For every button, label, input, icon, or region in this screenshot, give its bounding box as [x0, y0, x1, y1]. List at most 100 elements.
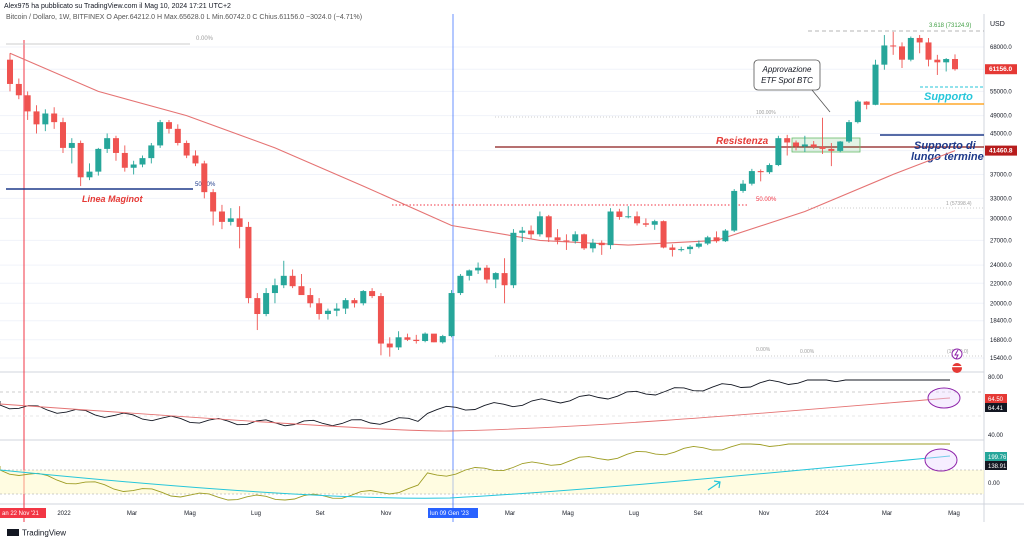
candle[interactable] — [943, 58, 950, 72]
candle[interactable] — [280, 260, 287, 289]
candle[interactable] — [413, 334, 420, 344]
candle[interactable] — [572, 231, 579, 244]
candle[interactable] — [589, 238, 596, 253]
candle[interactable] — [607, 208, 614, 250]
candle[interactable] — [316, 298, 323, 320]
candle[interactable] — [360, 290, 367, 306]
candle[interactable] — [775, 135, 782, 167]
candle[interactable] — [439, 334, 446, 344]
candle[interactable] — [324, 308, 331, 320]
candle[interactable] — [245, 221, 252, 304]
candle[interactable] — [298, 274, 305, 296]
candle[interactable] — [24, 91, 31, 120]
candle[interactable] — [95, 147, 102, 176]
tradingview-brand[interactable]: TradingView — [7, 528, 66, 537]
candle[interactable] — [669, 244, 676, 257]
candle[interactable] — [139, 155, 146, 168]
candle[interactable] — [483, 265, 490, 284]
candle[interactable] — [466, 269, 473, 281]
candle[interactable] — [713, 231, 720, 243]
candle[interactable] — [810, 141, 817, 149]
candle[interactable] — [236, 206, 243, 249]
candle[interactable] — [254, 293, 261, 331]
candle[interactable] — [475, 262, 482, 275]
candle[interactable] — [59, 117, 66, 153]
candle[interactable] — [554, 229, 561, 245]
candle[interactable] — [651, 219, 658, 230]
candle[interactable] — [837, 141, 844, 153]
candle[interactable] — [351, 298, 358, 308]
lightning-icon[interactable] — [951, 348, 963, 360]
candle[interactable] — [890, 31, 897, 55]
candle[interactable] — [642, 218, 649, 227]
candle[interactable] — [660, 220, 667, 249]
candle[interactable] — [86, 163, 93, 181]
candle[interactable] — [784, 134, 791, 156]
candle[interactable] — [422, 332, 429, 343]
candle[interactable] — [33, 105, 40, 134]
candle[interactable] — [616, 208, 623, 220]
candle[interactable] — [731, 189, 738, 233]
candle[interactable] — [430, 333, 437, 343]
candle[interactable] — [404, 333, 411, 342]
candle[interactable] — [192, 150, 199, 167]
candle[interactable] — [51, 107, 58, 129]
candle[interactable] — [227, 208, 234, 226]
candle[interactable] — [598, 240, 605, 255]
candle[interactable] — [492, 272, 499, 289]
candle[interactable] — [510, 229, 517, 289]
candle[interactable] — [846, 119, 853, 143]
candle[interactable] — [916, 35, 923, 54]
candle[interactable] — [907, 36, 914, 62]
candle[interactable] — [6, 53, 14, 92]
candle[interactable] — [678, 246, 685, 252]
candle[interactable] — [263, 288, 270, 317]
candle[interactable] — [828, 142, 835, 167]
candle[interactable] — [687, 245, 694, 255]
candle[interactable] — [766, 163, 773, 174]
candle[interactable] — [925, 37, 932, 67]
candle[interactable] — [289, 269, 296, 289]
candle[interactable] — [165, 119, 172, 134]
candle[interactable] — [271, 278, 278, 304]
candle[interactable] — [386, 337, 393, 357]
candle[interactable] — [42, 109, 49, 132]
flag-us-icon[interactable] — [952, 363, 962, 373]
candle[interactable] — [819, 117, 826, 154]
candle[interactable] — [634, 211, 641, 226]
candle[interactable] — [15, 78, 22, 100]
candle[interactable] — [545, 214, 552, 242]
candle[interactable] — [854, 99, 861, 124]
etf-callout-box[interactable] — [753, 59, 821, 91]
candle[interactable] — [881, 35, 888, 70]
candle[interactable] — [704, 235, 711, 246]
candle[interactable] — [934, 54, 941, 75]
candle[interactable] — [801, 135, 808, 152]
candle[interactable] — [342, 298, 349, 315]
candle[interactable] — [369, 288, 376, 299]
candle[interactable] — [121, 145, 128, 172]
candle[interactable] — [448, 290, 455, 338]
candle[interactable] — [563, 234, 570, 250]
candle[interactable] — [793, 140, 800, 151]
candle[interactable] — [148, 142, 155, 164]
candle[interactable] — [695, 240, 702, 249]
candle[interactable] — [528, 225, 535, 239]
candle[interactable] — [951, 54, 959, 71]
candle[interactable] — [112, 135, 119, 161]
candle[interactable] — [201, 160, 208, 199]
candle[interactable] — [174, 124, 181, 146]
candle[interactable] — [183, 140, 190, 159]
candle[interactable] — [740, 180, 747, 193]
candle[interactable] — [395, 331, 402, 350]
candle[interactable] — [748, 168, 755, 186]
candle[interactable] — [157, 119, 164, 148]
candle[interactable] — [519, 226, 526, 242]
candle[interactable] — [872, 59, 879, 106]
candle[interactable] — [581, 233, 588, 250]
candle[interactable] — [377, 293, 384, 356]
candle[interactable] — [722, 229, 729, 242]
candle[interactable] — [104, 133, 111, 153]
candle[interactable] — [68, 138, 75, 164]
